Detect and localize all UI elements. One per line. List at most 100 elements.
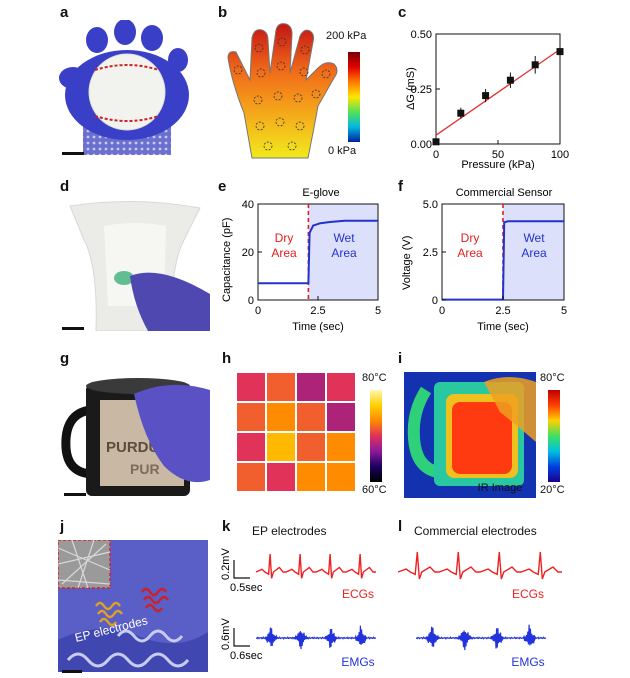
glove-with-baseball-photo	[59, 20, 189, 155]
y-axis-label: ΔG (mS)	[405, 67, 417, 110]
heatmap-cell	[236, 461, 267, 492]
temp-colorbar-i	[548, 390, 560, 482]
heatmap-cell	[325, 372, 356, 403]
chart-commercial-voltage: Commercial Sensor Dry Area Wet Area Volt…	[401, 187, 567, 333]
y-axis-label: Capacitance (pF)	[221, 218, 233, 302]
gloved-hand	[134, 384, 210, 483]
ep-electrode-signals: 0.2mV 0.5sec 0.6mV 0.6sec ECGs EMGs	[220, 548, 377, 669]
x-tick-label: 0	[439, 305, 445, 317]
x-axis-label: Time (sec)	[292, 321, 344, 333]
panel-label-b: b	[218, 4, 228, 21]
scale-bar-d	[62, 327, 84, 330]
data-point	[506, 76, 514, 84]
panel-label-k: k	[222, 518, 231, 535]
panel-label-c: c	[398, 4, 407, 21]
panel-label-l: l	[398, 518, 403, 535]
emg-trace	[255, 625, 377, 650]
emg-label: EMGs	[341, 655, 374, 669]
chart-conductance-vs-pressure: ΔG (mS) Pressure (kPa) 0 50 100 0.00 0.2…	[405, 29, 569, 170]
temp-max-label: 80°C	[362, 372, 387, 384]
gloved-finger	[130, 272, 210, 331]
x-tick-label: 0	[433, 149, 439, 161]
dry-area-label: Area	[457, 246, 483, 260]
baseball	[88, 53, 166, 131]
panel-label-g: g	[60, 350, 70, 367]
heatmap-cell	[236, 372, 267, 403]
panel-label-e: e	[218, 178, 227, 195]
data-point	[531, 61, 539, 69]
heatmap-cell	[265, 461, 297, 492]
ir-image: IR Image	[404, 372, 536, 498]
chart-title: Commercial Sensor	[456, 187, 553, 199]
heatmap-cell	[265, 431, 297, 463]
emg-scale-bar	[233, 628, 250, 647]
panel-label-h: h	[222, 350, 232, 367]
pressure-min-label: 0 kPa	[328, 145, 357, 157]
emg-trace	[415, 624, 547, 651]
heatmap-cell	[265, 372, 297, 403]
emg-label: EMGs	[511, 655, 544, 669]
emg-time-scale: 0.6sec	[230, 650, 263, 662]
panel-label-d: d	[60, 178, 70, 195]
capacitance-trace	[258, 219, 378, 285]
x-tick-label: 2.5	[310, 305, 325, 317]
x-axis-label: Pressure (kPa)	[461, 159, 534, 170]
x-tick-label: 50	[492, 149, 504, 161]
emg-voltage-scale: 0.6mV	[220, 618, 232, 650]
data-point	[556, 48, 564, 56]
wet-spot	[114, 271, 134, 285]
heatmap-cell	[295, 461, 327, 492]
x-tick-label: 5	[375, 305, 381, 317]
heatmap-cell	[236, 401, 267, 433]
ir-max-label: 80°C	[540, 372, 565, 384]
scale-bar-a	[62, 152, 84, 155]
ecg-voltage-scale: 0.2mV	[220, 548, 232, 580]
mug-photo: PURDUE PUR	[61, 378, 210, 496]
scale-bar-j	[62, 670, 82, 673]
chart-temperature-heatmap	[236, 372, 356, 492]
ecg-scale-bar	[233, 560, 250, 579]
ep-electrode-photo: EP electrodes	[58, 540, 208, 672]
dry-area-label: Dry	[461, 231, 480, 245]
data-point	[482, 92, 490, 100]
pressure-colorbar	[348, 52, 360, 142]
ecg-trace	[397, 551, 562, 580]
dry-area-label: Area	[271, 246, 297, 260]
mug-text: PUR	[130, 461, 160, 477]
wet-area-label: Area	[331, 246, 357, 260]
panel-label-j: j	[60, 518, 65, 535]
fit-line	[435, 48, 561, 136]
heatmap-cell	[295, 372, 327, 403]
y-tick-label: 0	[432, 295, 438, 307]
y-tick-label: 40	[242, 199, 254, 211]
wet-area-label: Wet	[333, 231, 355, 245]
heatmap-cell	[325, 461, 356, 492]
y-axis-label: Voltage (V)	[401, 236, 413, 290]
heatmap-cell	[325, 431, 356, 463]
wet-area-label: Wet	[523, 231, 545, 245]
y-tick-label: 0.25	[411, 84, 432, 96]
plot-frame	[435, 33, 561, 145]
x-axis-label: Time (sec)	[477, 321, 529, 333]
diaper-photo	[60, 196, 210, 331]
wet-area-label: Area	[521, 246, 547, 260]
ir-min-label: 20°C	[540, 484, 565, 496]
x-tick-label: 0	[255, 305, 261, 317]
ecg-label: ECGs	[512, 587, 544, 601]
y-tick-label: 0	[248, 295, 254, 307]
wet-area-shading	[503, 204, 564, 300]
y-tick-label: 20	[242, 247, 254, 259]
panel-label-i: i	[398, 350, 403, 367]
x-tick-label: 2.5	[495, 305, 510, 317]
heatmap-cell	[295, 431, 327, 463]
panel-label-a: a	[60, 4, 69, 21]
chart-eglove-capacitance: E-glove Dry Area Wet Area Capacitance (p…	[221, 187, 381, 333]
y-tick-label: 0.00	[411, 139, 432, 151]
panel-l-title: Commercial electrodes	[414, 524, 537, 538]
y-tick-label: 0.50	[411, 29, 432, 41]
temp-colorbar-h	[370, 390, 382, 482]
y-tick-label: 5.0	[423, 199, 438, 211]
ecg-label: ECGs	[342, 587, 374, 601]
pressure-map-hand	[227, 23, 338, 159]
heatmap-cell	[325, 401, 356, 433]
